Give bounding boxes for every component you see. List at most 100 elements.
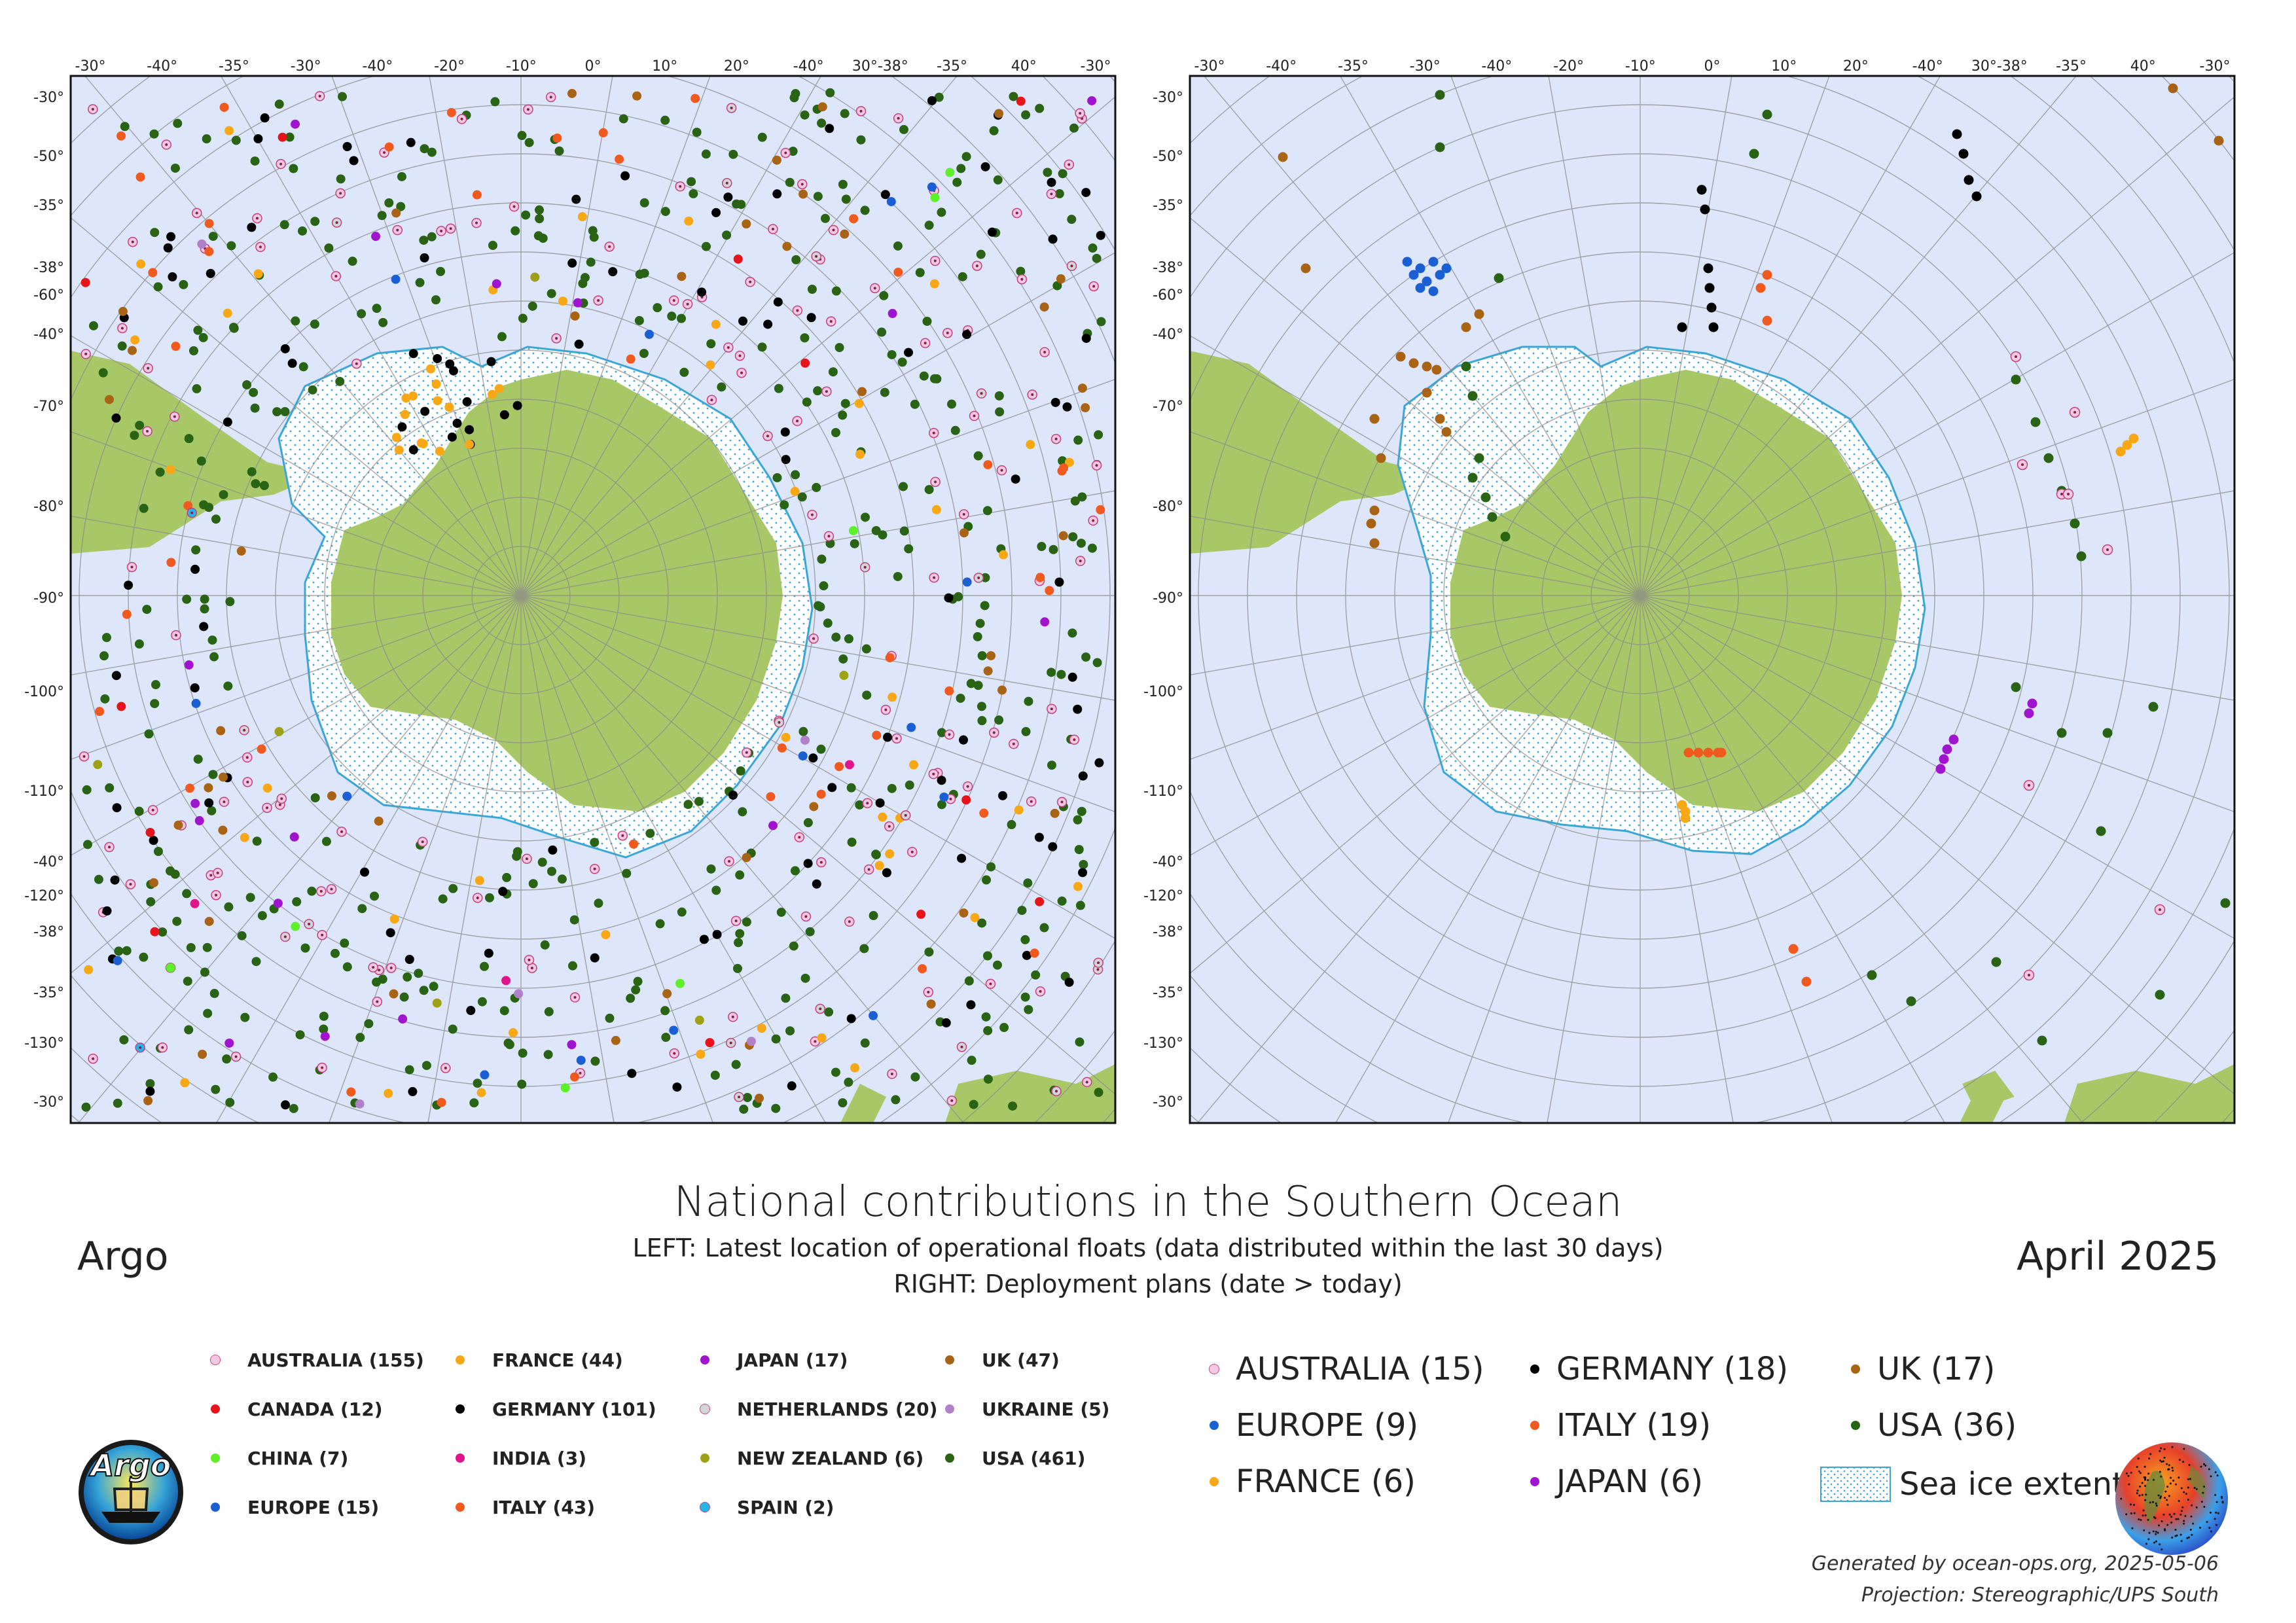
legend-entry: ITALY (19) bbox=[1530, 1407, 1711, 1444]
float-marker bbox=[717, 382, 726, 392]
tick-label-left: -70° bbox=[33, 399, 64, 415]
float-marker bbox=[204, 783, 213, 793]
tick-label-top: -35° bbox=[219, 58, 249, 75]
float-marker-center bbox=[573, 996, 577, 999]
float-marker bbox=[848, 526, 858, 535]
legend-label: FRANCE (44) bbox=[492, 1349, 623, 1371]
float-marker bbox=[517, 1079, 527, 1089]
tick-label-top: 10° bbox=[1771, 58, 1797, 75]
tick-label-bottom: -35° bbox=[1338, 1130, 1369, 1131]
float-marker bbox=[977, 651, 987, 660]
float-marker bbox=[1058, 169, 1067, 179]
subtitle-right: RIGHT: Deployment plans (date > today) bbox=[893, 1270, 1403, 1298]
float-marker bbox=[1088, 243, 1098, 253]
globe-float-marker bbox=[2166, 1486, 2169, 1488]
legend-entry: USA (36) bbox=[1851, 1407, 2017, 1444]
float-marker bbox=[590, 838, 600, 847]
float-marker bbox=[887, 783, 897, 793]
float-marker bbox=[874, 861, 884, 870]
globe-float-marker bbox=[2216, 1474, 2219, 1477]
legend-entry: INDIA (3) bbox=[456, 1445, 586, 1471]
float-marker bbox=[118, 306, 128, 316]
float-marker bbox=[573, 298, 583, 308]
float-marker bbox=[1035, 103, 1045, 113]
float-marker bbox=[743, 1093, 753, 1103]
float-marker-center bbox=[355, 362, 358, 365]
dot-icon bbox=[700, 1454, 709, 1463]
float-marker bbox=[840, 399, 850, 408]
float-marker-center bbox=[729, 1041, 732, 1044]
float-marker bbox=[859, 944, 869, 954]
globe-float-marker bbox=[2147, 1472, 2150, 1475]
float-marker bbox=[731, 1060, 741, 1069]
float-marker bbox=[204, 798, 214, 808]
legend-label: EUROPE (9) bbox=[1236, 1407, 1419, 1444]
float-marker bbox=[1016, 266, 1026, 276]
float-marker bbox=[143, 1096, 153, 1105]
float-marker bbox=[321, 836, 331, 846]
float-marker bbox=[980, 601, 990, 611]
float-marker bbox=[1057, 466, 1067, 476]
float-marker bbox=[919, 371, 929, 381]
globe-float-marker bbox=[2204, 1464, 2207, 1467]
float-marker bbox=[816, 744, 826, 754]
float-marker bbox=[805, 927, 815, 936]
tick-label-top: -40° bbox=[1481, 58, 1512, 75]
float-marker bbox=[1480, 492, 1491, 503]
float-marker-center bbox=[910, 850, 914, 853]
float-marker bbox=[145, 1079, 155, 1088]
float-marker bbox=[754, 1094, 764, 1103]
float-marker-center bbox=[2015, 355, 2017, 358]
float-marker bbox=[1087, 543, 1097, 553]
float-marker bbox=[1693, 747, 1704, 758]
float-marker bbox=[999, 550, 1009, 560]
float-marker-center bbox=[884, 708, 888, 711]
float-markers bbox=[1278, 83, 2231, 1046]
float-marker bbox=[598, 128, 608, 137]
float-marker bbox=[511, 226, 520, 236]
legend-label: NEW ZEALAND (6) bbox=[737, 1447, 924, 1469]
globe-float-marker bbox=[2187, 1499, 2189, 1501]
float-marker bbox=[840, 229, 850, 239]
float-marker bbox=[1039, 302, 1049, 312]
legend-entry: SPAIN (2) bbox=[700, 1494, 834, 1520]
float-marker bbox=[211, 1084, 221, 1094]
float-marker-center bbox=[867, 868, 870, 871]
float-marker bbox=[355, 1033, 365, 1043]
globe-float-marker bbox=[2189, 1478, 2192, 1480]
float-marker bbox=[660, 207, 670, 217]
float-marker bbox=[1087, 96, 1097, 105]
float-marker bbox=[433, 396, 442, 406]
float-marker-center bbox=[92, 1057, 95, 1060]
float-marker bbox=[184, 434, 194, 444]
float-marker bbox=[986, 651, 996, 660]
float-marker bbox=[1939, 754, 1949, 764]
float-marker bbox=[757, 132, 767, 142]
float-marker bbox=[813, 192, 823, 202]
float-marker bbox=[408, 445, 418, 455]
float-marker-center bbox=[2159, 908, 2161, 911]
float-marker bbox=[1441, 263, 1452, 274]
float-marker bbox=[242, 380, 252, 390]
float-marker bbox=[1075, 1037, 1085, 1047]
globe-float-marker bbox=[2137, 1457, 2140, 1460]
float-marker bbox=[739, 1104, 749, 1114]
float-marker bbox=[899, 482, 908, 491]
float-marker bbox=[846, 1014, 856, 1024]
float-marker-center bbox=[216, 871, 219, 874]
tick-label-top: -35° bbox=[937, 58, 967, 75]
float-marker bbox=[987, 227, 997, 237]
float-marker-center bbox=[804, 915, 808, 918]
float-marker bbox=[785, 1026, 795, 1036]
float-marker bbox=[2037, 1035, 2047, 1046]
float-marker bbox=[677, 313, 687, 323]
float-marker bbox=[1023, 878, 1033, 888]
legend-label: EUROPE (15) bbox=[247, 1496, 380, 1518]
globe-float-marker bbox=[2144, 1499, 2147, 1501]
float-marker bbox=[494, 383, 504, 393]
float-marker bbox=[803, 859, 813, 868]
float-marker bbox=[816, 602, 825, 612]
float-marker-center bbox=[330, 887, 333, 891]
tick-label-top: -30° bbox=[291, 58, 321, 75]
float-marker bbox=[1070, 496, 1080, 506]
